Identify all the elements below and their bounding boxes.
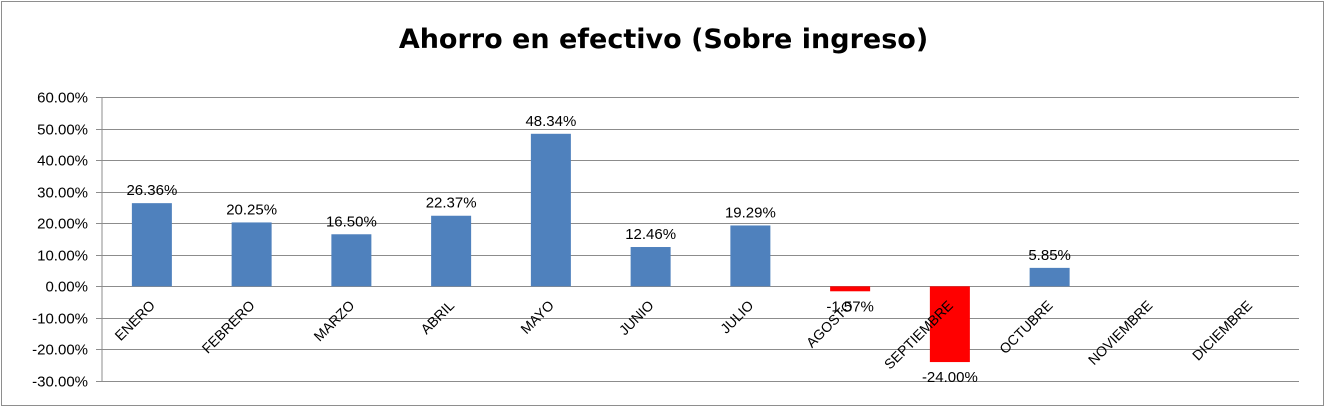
data-label: 48.34% — [525, 113, 576, 130]
y-axis-tick-labels: 60.00% 50.00% 40.00% 30.00% 20.00% 10.00% 0.00… — [32, 90, 88, 391]
data-label: 20.25% — [226, 201, 277, 218]
category-label: JULIO — [717, 297, 756, 336]
data-labels: 26.36% 20.25% 16.50% 22.37% 48.34% 12.46% 19.2… — [126, 113, 1070, 386]
category-label: NOVIEMBRE — [1085, 297, 1156, 368]
y-tick-label: -20.00% — [32, 342, 88, 359]
bar — [630, 247, 671, 287]
bar — [730, 225, 771, 287]
data-label: -1.57% — [826, 298, 874, 315]
data-label: 12.46% — [625, 226, 676, 243]
y-tick-label: 20.00% — [37, 216, 88, 233]
data-label: 26.36% — [126, 182, 177, 199]
y-tick-label: 0.00% — [45, 279, 88, 296]
bar — [231, 222, 272, 287]
category-label: FEBRERO — [199, 297, 258, 356]
bar — [131, 203, 172, 287]
y-tick-label: 40.00% — [37, 153, 88, 170]
category-label: ENERO — [111, 297, 158, 344]
y-tick-label: 10.00% — [37, 248, 88, 265]
bar — [431, 215, 472, 287]
category-label: ABRIL — [417, 297, 457, 337]
bar — [929, 286, 970, 363]
category-label: JUNIO — [616, 297, 657, 338]
data-label: -24.00% — [922, 369, 978, 386]
gridlines — [96, 97, 1299, 382]
data-label: 22.37% — [426, 195, 477, 212]
y-tick-label: 60.00% — [37, 90, 88, 107]
bar — [331, 234, 372, 287]
category-label: DICIEMBRE — [1189, 297, 1255, 363]
y-tick-label: 30.00% — [37, 185, 88, 202]
data-label: 16.50% — [326, 213, 377, 230]
category-label: MAYO — [517, 297, 557, 337]
y-tick-label: -10.00% — [32, 311, 88, 328]
bar — [530, 133, 571, 287]
y-tick-label: -30.00% — [32, 374, 88, 391]
data-label: 19.29% — [725, 204, 776, 221]
category-labels: ENERO FEBRERO MARZO ABRIL MAYO JUNIO JULIO AGOS… — [111, 297, 1255, 372]
chart-title: Ahorro en efectivo (Sobre ingreso) — [398, 24, 929, 55]
y-tick-label: 50.00% — [37, 122, 88, 139]
bar — [830, 286, 871, 292]
category-label: MARZO — [310, 297, 357, 344]
category-label: OCTUBRE — [996, 297, 1056, 357]
data-label: 5.85% — [1028, 247, 1071, 264]
bar — [1029, 267, 1070, 287]
bars — [131, 133, 1070, 363]
